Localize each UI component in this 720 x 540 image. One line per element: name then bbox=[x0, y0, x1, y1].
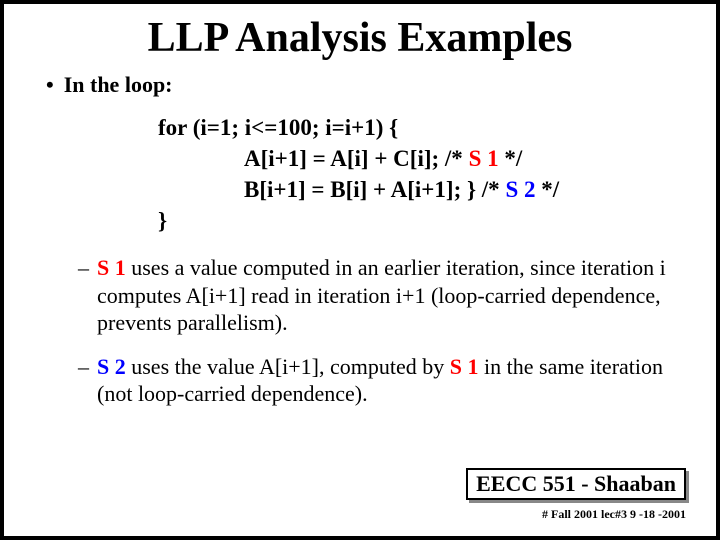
s2-ref: S 2 bbox=[97, 354, 126, 379]
s2-label: S 2 bbox=[505, 177, 535, 202]
code-line-3a: B[i+1] = B[i] + A[i+1]; } /* bbox=[244, 177, 505, 202]
code-line-3b: */ bbox=[535, 177, 559, 202]
sub-list: – S 1 uses a value computed in an earlie… bbox=[78, 254, 682, 408]
code-line-2: A[i+1] = A[i] + C[i]; /* S 1 */ bbox=[244, 143, 692, 174]
code-line-3: B[i+1] = B[i] + A[i+1]; } /* S 2 */ bbox=[244, 174, 692, 205]
code-line-1: for (i=1; i<=100; i=i+1) { bbox=[158, 112, 692, 143]
s1-label: S 1 bbox=[469, 146, 499, 171]
s1-ref: S 1 bbox=[97, 255, 126, 280]
sub-item-1-text: S 1 uses a value computed in an earlier … bbox=[97, 254, 682, 337]
bullet-text: In the loop: bbox=[64, 72, 173, 98]
bullet-dot-icon: • bbox=[46, 72, 54, 98]
slide-title: LLP Analysis Examples bbox=[28, 14, 692, 62]
code-line-2b: */ bbox=[499, 146, 523, 171]
dash-icon: – bbox=[78, 353, 89, 381]
sub-item-2-text: S 2 uses the value A[i+1], computed by S… bbox=[97, 353, 682, 408]
code-line-2a: A[i+1] = A[i] + C[i]; /* bbox=[244, 146, 469, 171]
s1-ref-2: S 1 bbox=[450, 354, 479, 379]
sub-item-2-mid1: uses the value A[i+1], computed by bbox=[126, 354, 450, 379]
code-block: for (i=1; i<=100; i=i+1) { A[i+1] = A[i]… bbox=[158, 112, 692, 236]
sub-item-1: – S 1 uses a value computed in an earlie… bbox=[78, 254, 682, 337]
footer-sub: # Fall 2001 lec#3 9 -18 -2001 bbox=[542, 507, 686, 522]
main-bullet: • In the loop: bbox=[46, 72, 692, 98]
footer-box: EECC 551 - Shaaban bbox=[466, 468, 686, 500]
sub-item-2: – S 2 uses the value A[i+1], computed by… bbox=[78, 353, 682, 408]
slide-frame: LLP Analysis Examples • In the loop: for… bbox=[0, 0, 720, 540]
sub-item-1-rest: uses a value computed in an earlier iter… bbox=[97, 255, 666, 335]
code-line-4: } bbox=[158, 205, 692, 236]
dash-icon: – bbox=[78, 254, 89, 282]
